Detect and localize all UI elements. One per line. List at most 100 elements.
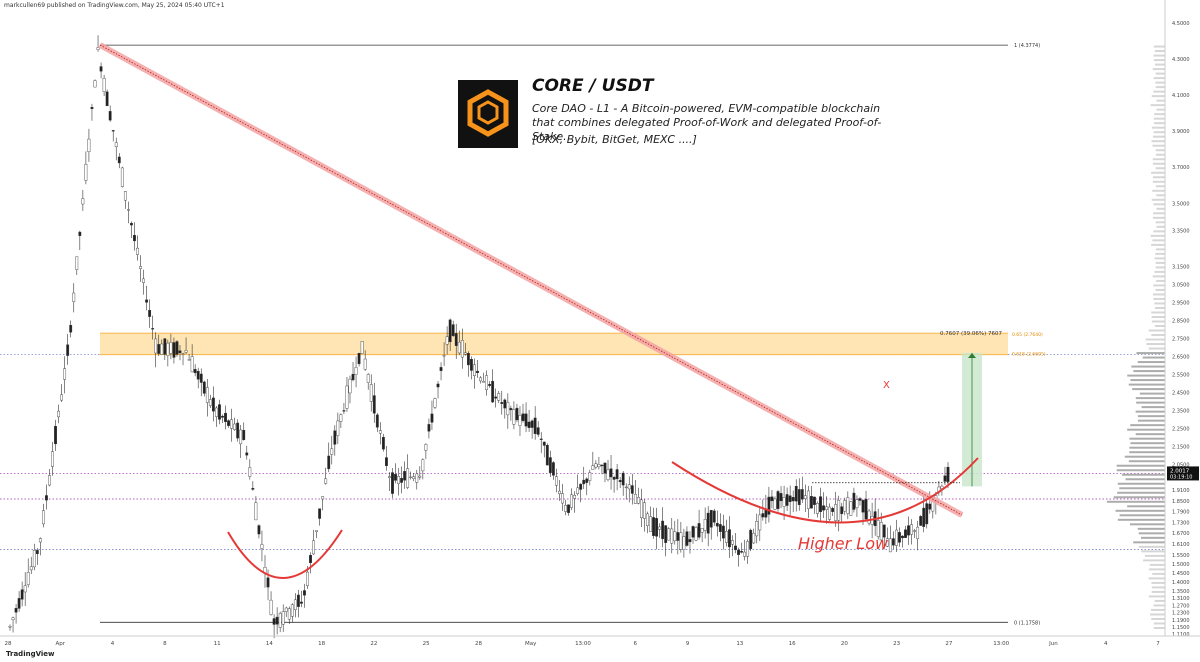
candle-body (403, 471, 407, 481)
candle-body (224, 412, 227, 422)
candle-body (852, 492, 856, 510)
price-tick-label: 4.5000 (1172, 21, 1190, 27)
candle-body (23, 585, 27, 593)
volume-profile-bar (1133, 370, 1165, 373)
volume-profile-bar (1135, 410, 1165, 413)
volume-profile-bar (1137, 419, 1165, 422)
candle-body (943, 475, 947, 482)
volume-profile-bar (1129, 437, 1165, 440)
candle-body (29, 566, 33, 571)
candle-body (348, 378, 352, 394)
candle-body (646, 513, 649, 526)
candle-body (400, 477, 403, 483)
candle-body (512, 409, 516, 425)
candle-body (75, 256, 79, 270)
candle-body (776, 491, 780, 509)
candle-body (809, 496, 813, 509)
price-tick-label: 3.7000 (1172, 165, 1190, 171)
volume-profile-bar (1152, 189, 1165, 192)
candle-body (136, 247, 139, 255)
volume-profile-bar (1153, 77, 1165, 80)
candle-body (266, 577, 270, 588)
candle-body (87, 138, 91, 153)
candle-body (667, 528, 671, 541)
candle-body (41, 510, 45, 525)
candle-body (412, 476, 416, 480)
candle-body (761, 513, 765, 518)
candle-body (303, 590, 306, 596)
candle-body (612, 477, 616, 480)
candle-body (585, 478, 589, 483)
fib-low-label: 0 (1.1758) (1014, 620, 1040, 626)
candle-body (78, 231, 82, 236)
volume-profile-bar (1153, 626, 1165, 629)
candle-body (281, 611, 285, 625)
volume-profile-bar (1154, 270, 1165, 273)
volume-profile-bar (1152, 572, 1165, 575)
supply-zone (100, 333, 1008, 355)
card-title: CORE / USDT (532, 76, 654, 96)
volume-profile-bar (1155, 248, 1165, 251)
candle-body (202, 381, 206, 394)
volume-profile-bar (1127, 505, 1165, 508)
price-tick-label: 3.9000 (1172, 129, 1190, 135)
time-tick-label: 16 (789, 641, 796, 647)
candle-body (548, 457, 552, 473)
volume-profile-bar (1139, 392, 1165, 395)
candle-body (190, 356, 194, 373)
volume-profile-bar (1136, 401, 1165, 404)
candle-body (215, 407, 218, 417)
volume-profile-bar (1150, 104, 1165, 107)
volume-profile-bar (1151, 171, 1165, 174)
candle-body (345, 385, 349, 409)
time-tick-label: 20 (841, 641, 848, 647)
volume-profile-bar (1127, 374, 1165, 377)
volume-profile-bar (1153, 284, 1165, 287)
time-tick-label: Apr (56, 641, 66, 647)
candle-body (227, 420, 230, 426)
candle-body (685, 531, 689, 546)
candle-body (561, 493, 564, 504)
candle-body (864, 498, 868, 520)
candle-body (539, 438, 543, 440)
candle-body (442, 355, 446, 357)
candle-body (221, 415, 224, 418)
volume-profile-bar (1153, 297, 1165, 300)
candle-body (706, 512, 710, 534)
candle-body (633, 493, 637, 504)
candle-body (919, 516, 923, 526)
candle-body (96, 47, 100, 50)
volume-profile-bar (1144, 554, 1165, 557)
candle-body (366, 374, 370, 383)
candle-body (916, 526, 920, 540)
card-description: Core DAO - L1 - A Bitcoin-powered, EVM-c… (532, 102, 882, 143)
candle-body (770, 496, 774, 502)
candle-body (111, 130, 115, 132)
candle-body (120, 167, 124, 187)
candle-body (327, 455, 331, 470)
candle-body (658, 526, 662, 530)
candle-body (564, 504, 567, 512)
candle-body (14, 608, 18, 613)
price-tick-label: 1.5500 (1172, 553, 1190, 559)
volume-profile-bar (1151, 320, 1165, 323)
candle-body (721, 525, 725, 539)
candle-body (230, 419, 233, 429)
candle-body (445, 336, 449, 345)
candle-body (117, 156, 121, 164)
candle-body (184, 350, 188, 353)
candle-body (855, 499, 859, 508)
volume-profile-bar (1132, 388, 1165, 391)
price-tick-label: 1.3100 (1172, 596, 1190, 602)
volume-profile-bar (1153, 90, 1165, 93)
price-tick-label: 1.5000 (1172, 562, 1190, 568)
candle-body (709, 510, 713, 528)
candle-body (257, 525, 261, 535)
candle-body (758, 514, 762, 531)
candle-body (233, 423, 237, 430)
candle-body (630, 485, 634, 494)
price-tick-label: 3.1500 (1172, 264, 1190, 270)
volume-profile-bar (1131, 365, 1165, 368)
volume-profile-bar (1156, 225, 1165, 228)
